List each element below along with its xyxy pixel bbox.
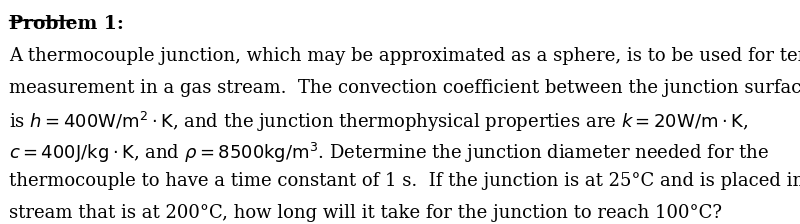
Text: thermocouple to have a time constant of 1 s.  If the junction is at 25°C and is : thermocouple to have a time constant of … — [9, 172, 800, 190]
Text: Problem 1:: Problem 1: — [9, 15, 124, 33]
Text: A thermocouple junction, which may be approximated as a sphere, is to be used fo: A thermocouple junction, which may be ap… — [9, 47, 800, 65]
Text: stream that is at 200°C, how long will it take for the junction to reach 100°C?: stream that is at 200°C, how long will i… — [9, 204, 722, 222]
Text: $c = 400\mathrm{J/kg \cdot K}$, and $\rho = 8500\mathrm{kg/m^3}$. Determine the : $c = 400\mathrm{J/kg \cdot K}$, and $\rh… — [9, 141, 769, 165]
Text: is $h = 400\mathrm{W/m^2 \cdot K}$, and the junction thermophysical properties a: is $h = 400\mathrm{W/m^2 \cdot K}$, and … — [9, 110, 748, 134]
Text: measurement in a gas stream.  The convection coefficient between the junction su: measurement in a gas stream. The convect… — [9, 79, 800, 97]
